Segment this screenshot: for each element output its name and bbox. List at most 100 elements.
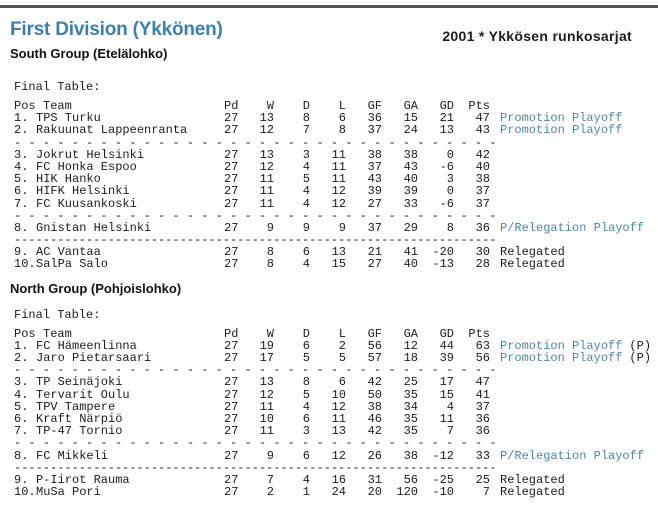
status-label: Relegated <box>500 245 565 260</box>
gf-cell: 36 <box>367 111 382 126</box>
ga-cell: 41 <box>403 245 418 260</box>
l-cell: 24 <box>331 485 346 500</box>
pd-cell: 27 <box>224 351 239 365</box>
w-cell: 12 <box>259 159 274 174</box>
gd-cell: 21 <box>439 111 454 126</box>
gf-cell: 38 <box>367 147 382 162</box>
pts-cell: 33 <box>475 448 490 463</box>
gf-cell: 57 <box>367 351 382 365</box>
north-group-label: North Group (Pohjoislohko) <box>10 280 182 296</box>
gf-cell: 56 <box>367 338 382 353</box>
w-cell: 13 <box>259 375 274 390</box>
d-cell: 3 <box>302 424 310 439</box>
table-row: 7. TP-47 Tornio 27 11 3 13 42 35 7 36 <box>0 425 658 437</box>
gd-cell: -6 <box>439 196 454 211</box>
status-label: Relegated <box>500 257 565 272</box>
gf-cell: 20 <box>367 485 382 500</box>
l-cell: 16 <box>331 472 346 487</box>
pos-cell: 9. <box>14 245 29 260</box>
pts-cell: 7 <box>482 485 490 500</box>
table-row: 9. AC Vantaa 27 8 6 13 21 41 -20 30 Relegated <box>0 246 658 258</box>
l-cell: 12 <box>331 184 346 199</box>
table-row: 5. HIK Hanko 27 11 5 11 43 40 3 38 <box>0 173 658 185</box>
d-cell: 5 <box>302 172 310 187</box>
table-row: 1. FC Hämeenlinna 27 19 6 2 56 12 44 63 Promotion … <box>0 340 658 352</box>
team-cell: SalPa Salo <box>36 257 109 272</box>
ga-cell: 40 <box>403 257 418 272</box>
pts-cell: 30 <box>475 245 490 260</box>
pts-cell: 36 <box>475 424 490 439</box>
w-cell: 11 <box>259 172 274 187</box>
pd-cell: 27 <box>224 220 239 235</box>
w-header: W <box>266 326 274 341</box>
w-cell: 10 <box>259 411 274 426</box>
gf-cell: 37 <box>367 220 382 235</box>
gd-cell: 7 <box>446 424 454 439</box>
l-cell: 12 <box>331 448 346 463</box>
pts-cell: 56 <box>475 351 490 365</box>
table-row: 10. MuSa Pori 27 2 1 24 20 120 -10 7 Relegated <box>0 486 658 498</box>
w-cell: 19 <box>259 338 274 353</box>
gd-cell: 3 <box>446 172 454 187</box>
pos-cell: 5. <box>14 172 29 187</box>
ga-cell: 12 <box>403 338 418 353</box>
table-row: 7. FC Kuusankoski 27 11 4 12 27 33 -6 37 <box>0 196 658 211</box>
d-cell: 5 <box>302 351 310 365</box>
pts-cell: 40 <box>475 159 490 174</box>
pts-cell: 47 <box>475 375 490 390</box>
l-cell: 15 <box>331 257 346 272</box>
table-row: 1. TPS Turku 27 13 8 6 36 15 21 47 Promotion Playo… <box>0 112 658 124</box>
d-cell: 1 <box>302 485 310 500</box>
pd-cell: 27 <box>224 448 239 463</box>
pos-cell: 7. <box>14 196 29 211</box>
d-cell: 4 <box>302 196 310 211</box>
team-header: Team <box>43 326 72 341</box>
pts-cell: 37 <box>475 196 490 211</box>
w-cell: 9 <box>266 220 274 235</box>
pts-cell: 36 <box>475 220 490 235</box>
gd-header: GD <box>439 326 454 341</box>
ga-cell: 29 <box>403 220 418 235</box>
l-cell: 12 <box>331 399 346 414</box>
table-row: 6. HIFK Helsinki 27 11 4 12 39 39 0 37 <box>0 185 658 197</box>
league-results-page: { "page": { "title": "First Division (Yk… <box>0 5 658 518</box>
pos-header: Pos <box>14 99 36 113</box>
gd-cell: -20 <box>432 245 454 260</box>
d-cell: 6 <box>302 245 310 260</box>
pos-cell: 1. <box>14 338 29 353</box>
table-row: 10. SalPa Salo 27 8 4 15 27 40 -13 28 Relegated <box>0 258 658 270</box>
table-row: 9. P-Iirot Rauma 27 7 4 16 31 56 -25 25 Relegated <box>0 474 658 486</box>
pd-header: Pd <box>224 99 239 113</box>
table-row: 4. FC Honka Espoo 27 12 4 11 37 43 -6 40 <box>0 161 658 173</box>
status-label: P/Relegation Playoff <box>500 220 645 235</box>
ga-cell: 34 <box>403 399 418 414</box>
l-cell: 13 <box>331 245 346 260</box>
pts-cell: 42 <box>475 147 490 162</box>
w-cell: 11 <box>259 424 274 439</box>
l-cell: 8 <box>338 123 346 138</box>
l-cell: 11 <box>331 159 346 174</box>
l-cell: 12 <box>331 196 346 211</box>
d-cell: 9 <box>302 220 310 235</box>
table-row: 6. Kraft Närpiö 27 10 6 11 46 35 11 36 <box>0 413 658 425</box>
pts-cell: 28 <box>475 257 490 272</box>
pos-cell: 8. <box>14 220 29 235</box>
page-title: First Division (Ykkönen) <box>10 19 223 40</box>
ga-cell: 35 <box>403 424 418 439</box>
gf-cell: 31 <box>367 472 382 487</box>
pos-header: Pos <box>14 326 36 341</box>
season-label: 2001 * Ykkösen runkosarjat <box>442 28 632 44</box>
d-cell: 6 <box>302 448 310 463</box>
gf-cell: 27 <box>367 196 382 211</box>
ga-cell: 35 <box>403 411 418 426</box>
ga-cell: 43 <box>403 159 418 174</box>
status-label: Relegated <box>500 485 565 500</box>
gd-cell: -25 <box>432 472 454 487</box>
d-cell: 6 <box>302 338 310 353</box>
pd-cell: 27 <box>224 123 239 138</box>
w-cell: 11 <box>259 196 274 211</box>
ga-cell: 24 <box>403 123 418 138</box>
pd-cell: 27 <box>224 257 239 272</box>
gf-cell: 50 <box>367 387 382 402</box>
top-rule <box>0 5 658 8</box>
